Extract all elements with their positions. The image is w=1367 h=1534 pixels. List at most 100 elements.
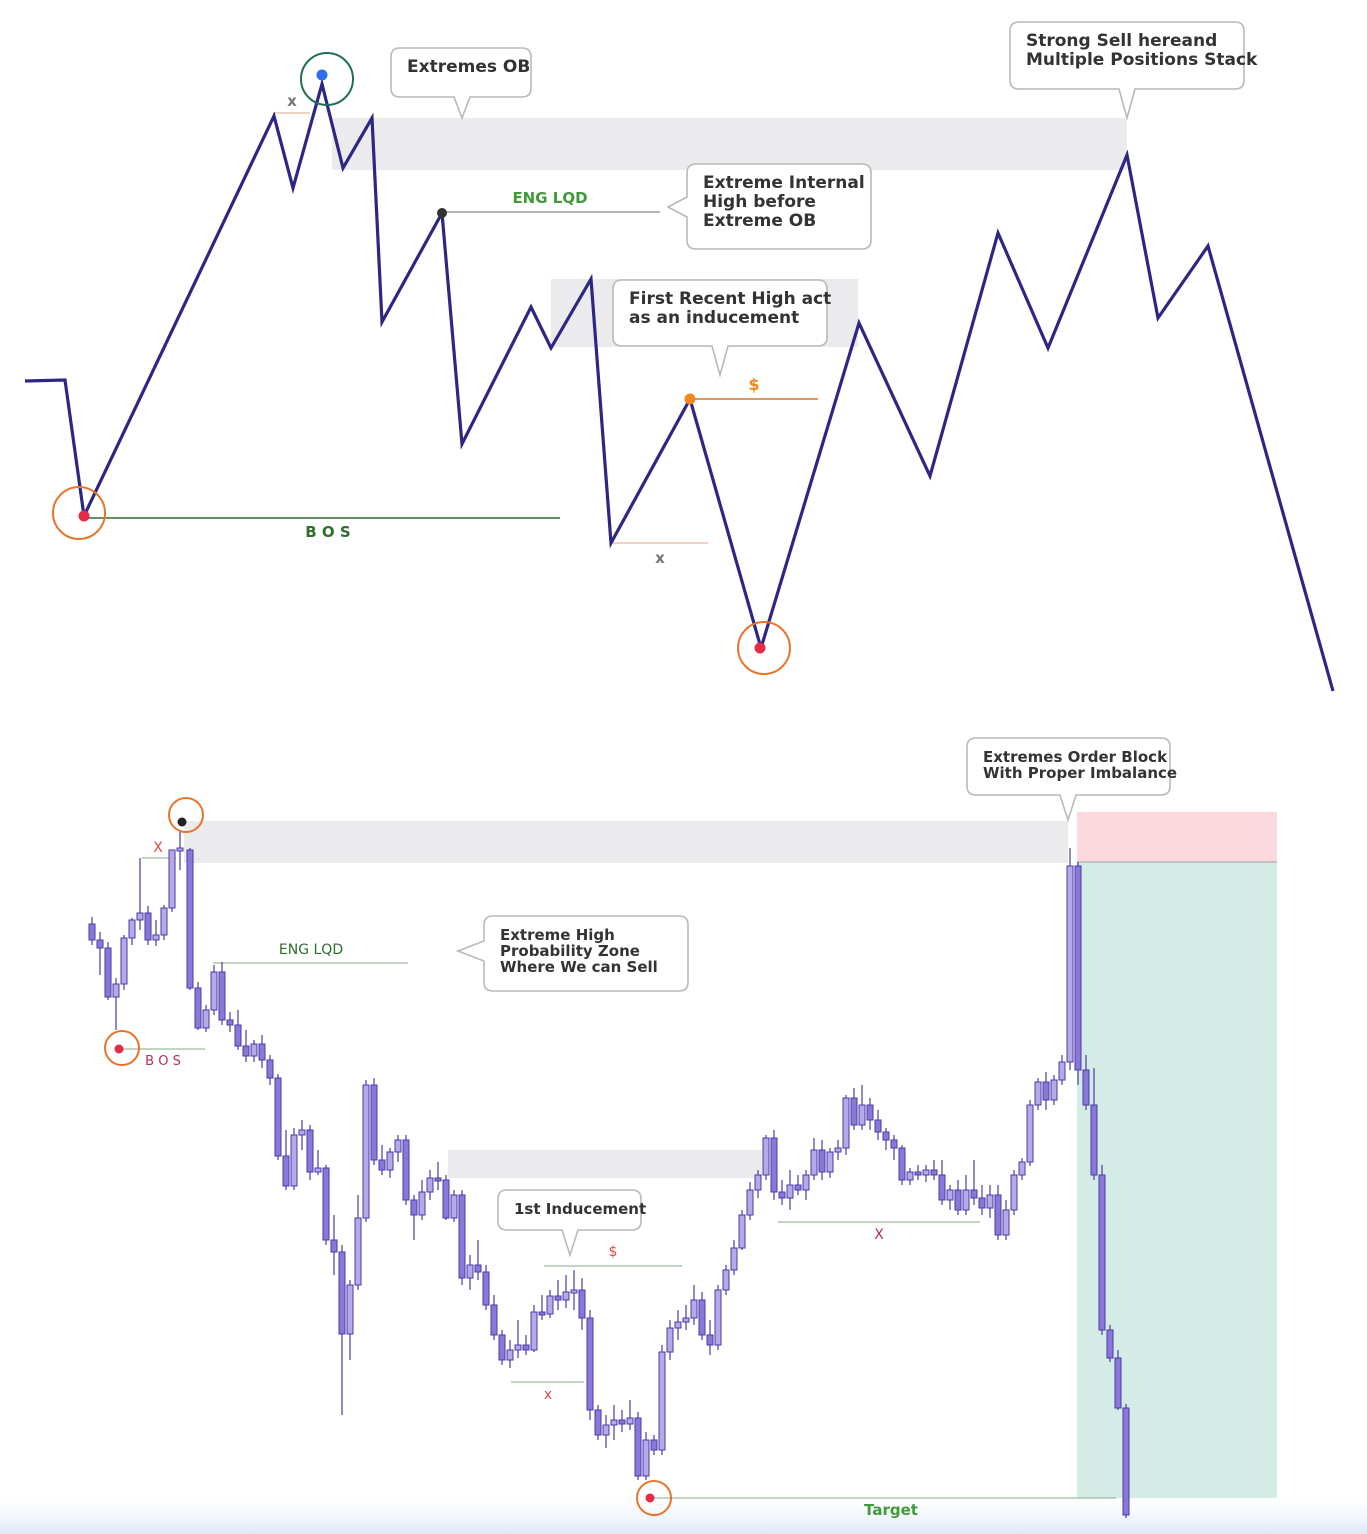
callout-box	[390, 47, 532, 121]
candle-body	[602, 1424, 610, 1436]
candle	[144, 906, 152, 945]
candle	[522, 1335, 530, 1355]
candle	[306, 1125, 314, 1180]
candle-body	[290, 1134, 298, 1187]
candle	[426, 1170, 434, 1200]
callout-box	[666, 163, 872, 250]
bottom-panel: B O S ENG LQD Xx X $ Target Extremes Order Blo…	[0, 737, 1367, 1534]
candle-body	[882, 1131, 890, 1141]
candle-body	[402, 1139, 410, 1201]
candle	[994, 1185, 1002, 1240]
candle-body	[610, 1419, 618, 1426]
candle	[594, 1405, 602, 1440]
candle	[362, 1080, 370, 1222]
top-panel: B O S ENG LQD $ x x Extremes OB Strong Sell he…	[24, 21, 1335, 692]
candle-body	[514, 1344, 522, 1351]
candle-body	[330, 1239, 338, 1253]
candle	[250, 1040, 258, 1062]
callout-text: Probability Zone	[500, 942, 640, 960]
eng-lqd-label: ENG LQD	[279, 942, 343, 958]
candle-body	[578, 1289, 586, 1319]
candle-body	[128, 919, 136, 939]
candle	[274, 1074, 282, 1160]
candle	[1074, 862, 1082, 1085]
callout-box	[966, 737, 1171, 823]
candle-body	[482, 1271, 490, 1306]
candle-body	[714, 1289, 722, 1346]
candle	[810, 1138, 818, 1180]
candle-body	[690, 1299, 698, 1319]
candle-body	[562, 1291, 570, 1301]
bos-dot	[114, 1044, 124, 1054]
candle	[466, 1255, 474, 1290]
candle-body	[218, 971, 226, 1021]
candle	[1098, 1165, 1106, 1335]
candle-body	[850, 1097, 858, 1126]
candle	[762, 1135, 770, 1180]
candle	[1114, 1350, 1122, 1410]
candle	[1050, 1075, 1058, 1105]
candle-body	[954, 1189, 962, 1211]
candle-body	[144, 912, 152, 941]
candle	[698, 1292, 706, 1340]
candle-body	[202, 1009, 210, 1029]
candle	[370, 1078, 378, 1165]
candle	[666, 1320, 674, 1360]
candle-body	[490, 1304, 498, 1336]
order-block-zone	[184, 821, 1068, 863]
candle-body	[746, 1189, 754, 1216]
candle-body	[466, 1264, 474, 1279]
price-structure-line	[24, 77, 1335, 692]
candle	[834, 1140, 842, 1160]
candle-body	[1002, 1209, 1010, 1236]
candle-body	[282, 1155, 290, 1187]
candle	[168, 849, 176, 912]
candle	[570, 1270, 578, 1310]
candle-body	[418, 1191, 426, 1216]
target-low-dot	[645, 1493, 655, 1503]
candle	[1082, 1055, 1090, 1110]
candle	[650, 1435, 658, 1455]
candle	[682, 1305, 690, 1330]
candle	[298, 1120, 306, 1150]
candle-body	[650, 1439, 658, 1451]
candle	[938, 1160, 946, 1205]
candle-body	[986, 1194, 994, 1209]
candle	[152, 920, 160, 946]
candle-body	[426, 1177, 434, 1193]
candle	[722, 1265, 730, 1295]
candle-body	[1050, 1079, 1058, 1101]
candle-body	[386, 1151, 394, 1171]
candle-body	[546, 1295, 554, 1315]
candle-body	[168, 849, 176, 909]
candle-body	[226, 1019, 234, 1026]
inducement-dollar-label: $	[609, 1244, 618, 1260]
candle-body	[978, 1197, 986, 1209]
candle-body	[770, 1137, 778, 1193]
candle-body	[474, 1264, 482, 1273]
candle-body	[194, 987, 202, 1029]
callout-text: Extreme Internal	[703, 173, 865, 193]
candle	[418, 1180, 426, 1220]
candle-body	[786, 1184, 794, 1199]
candle	[1090, 1068, 1098, 1180]
callout-text: Strong Sell hereand	[1026, 31, 1217, 51]
candle	[498, 1330, 506, 1365]
candle-body	[722, 1269, 730, 1291]
candle	[546, 1290, 554, 1318]
inducement-block-zone	[448, 1150, 762, 1178]
candle-body	[570, 1289, 578, 1294]
candle-body	[730, 1247, 738, 1271]
candle-body	[210, 971, 218, 1011]
take-profit-zone	[1077, 862, 1277, 1498]
candle-body	[394, 1139, 402, 1153]
candle-body	[970, 1189, 978, 1199]
candle	[794, 1175, 802, 1195]
candle-body	[810, 1149, 818, 1176]
candle-body	[1026, 1104, 1034, 1163]
candle	[986, 1185, 994, 1218]
candle-body	[112, 983, 120, 998]
